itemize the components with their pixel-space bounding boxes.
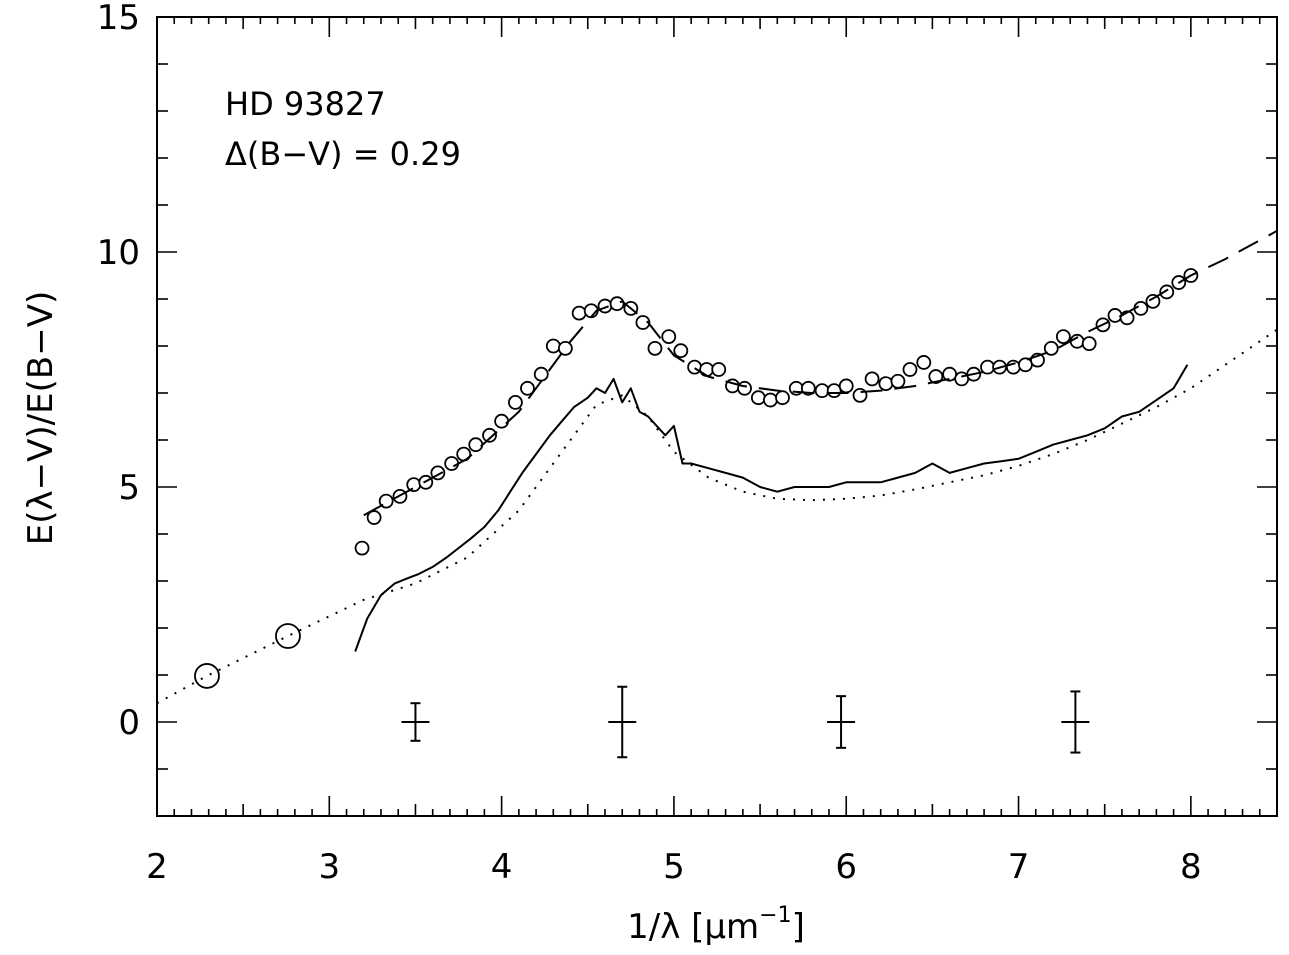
y-tick-label: 15: [97, 0, 140, 38]
data-point-small: [916, 355, 932, 370]
data-point-small: [878, 376, 894, 392]
data-point-small: [699, 362, 715, 377]
y-tick-label: 10: [97, 233, 140, 273]
data-point-small: [468, 437, 484, 453]
data-point-small: [557, 340, 573, 356]
plot-area: [157, 230, 1277, 759]
data-point-small: [1055, 329, 1071, 345]
data-point-small: [814, 383, 830, 399]
plot-frame: [156, 16, 1278, 817]
data-point-small: [597, 298, 613, 314]
data-point-small: [520, 380, 535, 396]
error-bar: [401, 702, 430, 742]
data-point-small: [635, 315, 651, 330]
data-point-small: [673, 343, 689, 359]
data-point-small: [750, 390, 766, 406]
x-tick-label: 6: [835, 847, 857, 887]
y-tick-label: 5: [118, 468, 140, 508]
data-point-small: [902, 362, 918, 377]
data-point-small: [366, 510, 382, 525]
data-point-small: [1005, 359, 1021, 375]
data-point-small: [444, 456, 460, 471]
spectrum-line: [354, 364, 1189, 652]
axes: 2 3 4 5 6 7 8 0 5 10 15: [97, 0, 1278, 887]
data-point-small: [494, 413, 510, 429]
data-point-small: [711, 362, 727, 377]
data-point-small: [482, 427, 497, 443]
x-axis-label: 1/λ [μm−1]: [627, 903, 805, 947]
data-point-small: [1043, 340, 1059, 356]
x-tick-label: 4: [491, 847, 513, 887]
data-point-small: [545, 338, 561, 354]
annotation-star-name: HD 93827: [225, 85, 386, 123]
error-bar: [827, 695, 856, 749]
y-tick-label: 0: [118, 703, 140, 743]
data-point-small: [775, 390, 790, 406]
data-point-small: [737, 380, 752, 396]
data-point-large: [194, 663, 220, 689]
data-point-small: [864, 371, 880, 387]
data-point-small: [661, 329, 677, 345]
data-point-small: [533, 366, 549, 382]
data-point-small: [1081, 336, 1097, 352]
data-point-small: [1018, 357, 1033, 373]
x-tick-label: 5: [663, 847, 685, 887]
data-point-small: [763, 392, 778, 408]
x-tick-label: 7: [1008, 847, 1030, 887]
x-axis-label-base: 1/λ [μm: [627, 907, 759, 947]
data-point-small: [508, 394, 523, 410]
annotation-color-excess: Δ(B−V) = 0.29: [225, 135, 461, 173]
data-point-small: [609, 296, 625, 312]
x-axis-label-close: ]: [792, 907, 805, 947]
data-point-small: [928, 369, 944, 384]
error-bar: [1061, 690, 1090, 754]
data-point-large: [275, 623, 301, 649]
x-tick-label: 2: [146, 847, 168, 887]
data-point-small: [838, 378, 854, 394]
data-point-small: [826, 383, 842, 399]
data-point-small: [942, 366, 958, 382]
data-point-small: [954, 371, 970, 387]
data-point-small: [1145, 293, 1161, 309]
x-tick-label: 8: [1180, 847, 1202, 887]
data-point-small: [571, 305, 587, 321]
data-point-small: [354, 540, 370, 556]
dotted-fit-line: [157, 328, 1277, 705]
y-axis-label: E(λ−V)/E(B−V): [21, 291, 61, 545]
error-bar: [608, 685, 637, 759]
x-tick-label: 3: [318, 847, 340, 887]
data-point-small: [980, 359, 995, 375]
data-point-small: [1159, 284, 1175, 300]
data-point-small: [647, 340, 663, 356]
dashed-fit-line: [363, 230, 1277, 517]
data-point-small: [890, 373, 906, 389]
data-point-small: [406, 477, 422, 493]
x-axis-label-exponent: −1: [759, 903, 791, 928]
